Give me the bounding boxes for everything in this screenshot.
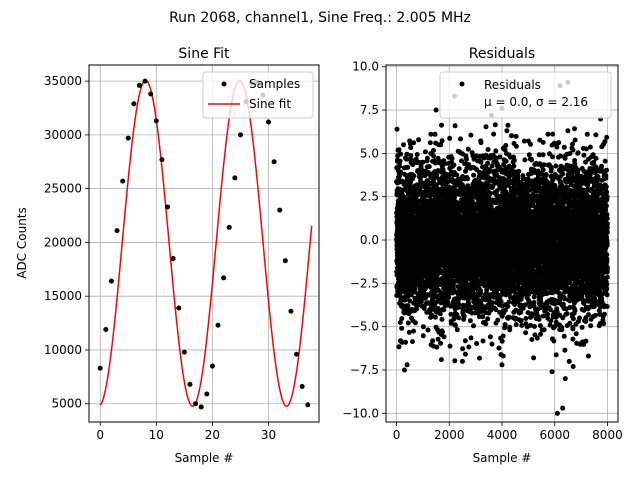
legend-residuals-stats: μ = 0.0, σ = 2.16 <box>484 95 588 109</box>
sine-fit-ytick-label: 30000 <box>44 128 82 142</box>
residuals-ytick-label: 7.5 <box>360 103 379 117</box>
sine-fit-ylabel: ADC Counts <box>15 207 29 279</box>
sample-point <box>131 101 137 107</box>
residuals-ticks: 0 2000 4000 6000 8000 −10.0 −7.5 −5.0 −2.5 0.0 2.5… <box>342 60 623 442</box>
sine-fit-title: Sine Fit <box>178 46 230 62</box>
residuals-ytick-label: 5.0 <box>360 146 379 160</box>
sine-fit-line <box>99 79 313 407</box>
residuals-ytick-label: −2.5 <box>350 276 379 290</box>
sample-point <box>193 401 199 407</box>
residual-outlier-point <box>438 357 444 363</box>
sine-fit-ytick-label: 35000 <box>44 74 82 88</box>
sample-point <box>103 327 109 333</box>
sample-point <box>209 363 215 369</box>
sine-fit-ytick-label: 20000 <box>44 235 82 249</box>
residual-outlier-point <box>531 355 537 361</box>
sine-fit-ticks: 0 10 20 30 5000 10000 15000 20000 25000 30000 3500… <box>44 74 276 442</box>
sine-fit-xtick-label: 0 <box>96 428 104 442</box>
sample-point <box>282 258 288 264</box>
sample-point <box>271 159 277 165</box>
sine-fit-ytick-label: 5000 <box>51 397 82 411</box>
residuals-ytick-label: 2.5 <box>360 190 379 204</box>
residuals-xtick-label: 6000 <box>539 428 570 442</box>
sine-fit-legend: Samples Sine fit <box>202 71 314 119</box>
residual-outlier-point <box>554 410 560 416</box>
legend-sine-fit-label: Sine fit <box>249 97 291 111</box>
sample-point <box>153 118 159 124</box>
residual-outlier-point <box>401 367 407 373</box>
sample-point <box>198 404 204 410</box>
residual-outlier-point <box>560 405 566 411</box>
figure-suptitle: Run 2068, channel1, Sine Freq.: 2.005 MH… <box>169 10 471 26</box>
sample-point <box>187 381 193 387</box>
sample-point <box>170 256 176 262</box>
sine-fit-ytick-label: 10000 <box>44 343 82 357</box>
sample-point <box>294 351 300 357</box>
residuals-xtick-label: 2000 <box>434 428 465 442</box>
sample-point <box>125 135 131 141</box>
sample-point <box>97 365 103 371</box>
sample-point <box>266 119 272 125</box>
residuals-legend: Residuals μ = 0.0, σ = 2.16 <box>439 71 612 119</box>
residuals-chart: Residuals 0 2000 4000 6000 8000 −10.0 −7.5 −5.0… <box>342 46 623 465</box>
sample-point <box>136 82 142 88</box>
residual-outlier-point <box>433 107 439 113</box>
sample-point <box>165 204 171 210</box>
residuals-xtick-label: 8000 <box>592 428 623 442</box>
residuals-legend-box <box>439 71 612 119</box>
legend-samples-marker <box>221 81 227 87</box>
legend-residuals-label: Residuals <box>484 78 541 92</box>
residuals-ytick-label: 10.0 <box>352 60 379 74</box>
residuals-title: Residuals <box>469 46 535 62</box>
sample-point <box>299 384 305 390</box>
sine-fit-xtick-label: 30 <box>261 428 276 442</box>
sine-fit-xlabel: Sample # <box>175 451 234 465</box>
residual-outlier-point <box>549 369 555 375</box>
sample-point <box>120 178 126 184</box>
sample-point <box>232 175 238 181</box>
sine-fit-chart: Sine Fit 0 10 20 30 5000 10000 15000 20000 25000… <box>15 46 320 465</box>
sample-point <box>181 349 187 355</box>
sine-fit-legend-box <box>202 71 314 119</box>
residuals-ytick-label: 0.0 <box>360 233 379 247</box>
residual-outlier-point <box>570 364 576 370</box>
residual-points <box>394 116 610 364</box>
residual-outlier-point <box>499 362 505 368</box>
sample-point <box>277 207 283 213</box>
sample-point <box>159 157 165 163</box>
residual-outlier-point <box>566 358 572 364</box>
residuals-xtick-label: 4000 <box>487 428 518 442</box>
sample-point <box>114 228 120 234</box>
sample-point <box>221 275 227 281</box>
residual-outlier-point <box>562 376 568 382</box>
residuals-ytick-label: −5.0 <box>350 320 379 334</box>
residual-outlier-point <box>404 362 410 368</box>
residual-outlier-point <box>459 358 465 364</box>
sine-fit-xtick-label: 20 <box>205 428 220 442</box>
sine-fit-ytick-label: 25000 <box>44 182 82 196</box>
sine-fit-xtick-label: 10 <box>149 428 164 442</box>
sample-point <box>215 322 221 328</box>
residuals-xtick-label: 0 <box>393 428 401 442</box>
sample-point <box>204 391 210 397</box>
sample-point <box>148 91 154 97</box>
sine-fit-axes-frame <box>88 64 320 423</box>
legend-samples-label: Samples <box>249 77 300 91</box>
sample-point <box>176 305 182 311</box>
residuals-ytick-label: −10.0 <box>342 406 379 420</box>
sample-point <box>226 224 232 230</box>
residuals-ytick-label: −7.5 <box>350 363 379 377</box>
sample-point <box>305 402 311 408</box>
residuals-xlabel: Sample # <box>473 451 532 465</box>
sample-point <box>142 78 148 84</box>
sample-point <box>237 132 243 138</box>
sample-point <box>288 308 294 314</box>
sample-point <box>108 278 114 284</box>
legend-residuals-marker <box>459 81 465 87</box>
sine-fit-ytick-label: 15000 <box>44 289 82 303</box>
